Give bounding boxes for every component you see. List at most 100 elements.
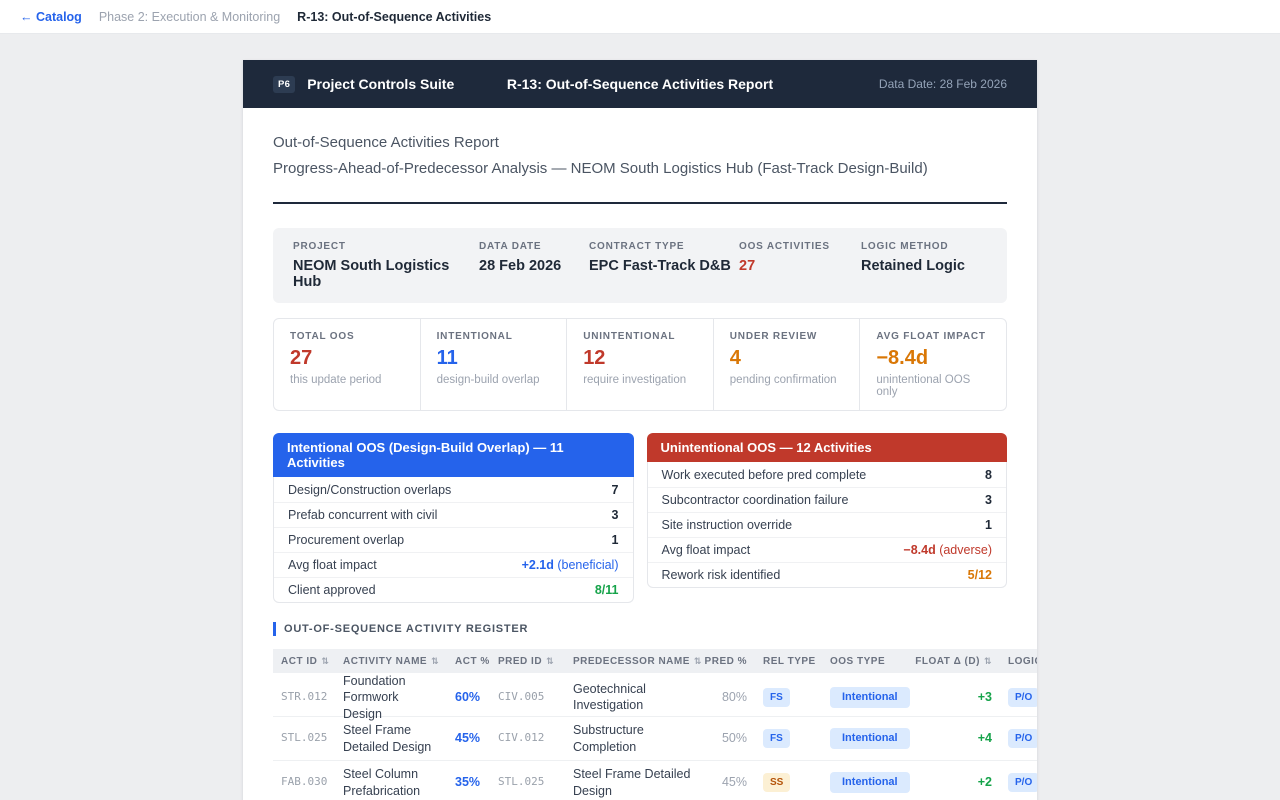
cell-act-id: STR.012 (281, 690, 328, 704)
panel-row: Avg float impact −8.4d (adverse) (647, 537, 1006, 562)
panel-row-value: 5/12 (967, 568, 992, 582)
col-header-float-delta[interactable]: FLOAT Δ (D) ⇅ (915, 655, 992, 667)
panel-row-value: 3 (985, 493, 992, 507)
stat-label: INTENTIONAL (436, 331, 513, 342)
stat-value: 27 (290, 347, 313, 369)
project-info-strip: PROJECT NEOM South Logistics Hub DATA DA… (273, 228, 1007, 303)
cell-act-pct: 60% (455, 690, 481, 705)
info-value: Retained Logic (861, 258, 965, 274)
cell-float-delta: +4 (977, 731, 992, 746)
app-name: Project Controls Suite (307, 76, 455, 92)
panel-row-label: Site instruction override (661, 518, 793, 532)
info-label: OOS ACTIVITIES (739, 241, 830, 252)
stat-label: AVG FLOAT IMPACT (876, 331, 986, 342)
panel-unintentional-header: Unintentional OOS — 12 Activities (646, 433, 1007, 462)
col-header-predecessor-name[interactable]: PREDECESSOR NAME ⇅ (573, 655, 702, 667)
col-header-act-pct: ACT % (455, 655, 490, 667)
sort-icon: ⇅ (431, 655, 440, 666)
stat-under-review: UNDER REVIEW 4 pending confirmation (712, 319, 860, 410)
panel-row: Subcontractor coordination failure 3 (647, 487, 1006, 512)
cell-predecessor-name: Substructure Completion (573, 723, 644, 754)
cell-pred-pct: 45% (721, 775, 747, 790)
col-header-pred-pct: PRED % (704, 655, 747, 667)
cell-activity-name: Steel Frame Detailed Design (343, 723, 432, 754)
col-header-rel-type: REL TYPE (763, 655, 816, 667)
stat-sub: this update period (290, 374, 382, 386)
panel-row: Site instruction override 1 (647, 512, 1006, 537)
stat-value: 12 (583, 347, 606, 369)
oos-type-badge: Intentional (830, 772, 910, 793)
register-section-header: OUT-OF-SEQUENCE ACTIVITY REGISTER (273, 622, 1007, 636)
report-heading-line2: Progress-Ahead-of-Predecessor Analysis —… (273, 160, 928, 177)
stat-value: 4 (729, 347, 741, 369)
stat-value: −8.4d (876, 347, 929, 369)
panel-row: Avg float impact +2.1d (beneficial) (274, 552, 633, 577)
panel-row-value: 8/11 (594, 583, 619, 597)
panel-row-label: Client approved (288, 583, 376, 597)
report-titlebar: P6 Project Controls Suite R-13: Out-of-S… (243, 60, 1037, 108)
info-contract-type: CONTRACT TYPE EPC Fast-Track D&B (589, 241, 739, 290)
report-heading-line1: Out-of-Sequence Activities Report (273, 134, 499, 151)
cell-oos-type: Intentional (822, 728, 910, 749)
panel-intentional-header: Intentional OOS (Design-Build Overlap) —… (273, 433, 634, 477)
stat-intentional: INTENTIONAL 11 design-build overlap (419, 319, 567, 410)
info-data-date: DATA DATE 28 Feb 2026 (479, 241, 589, 290)
breadcrumb-current: R-13: Out-of-Sequence Activities (297, 9, 492, 24)
info-value: EPC Fast-Track D&B (589, 258, 731, 274)
panel-row-label: Rework risk identified (661, 568, 781, 582)
sort-icon: ⇅ (321, 655, 330, 666)
data-date: Data Date: 28 Feb 2026 (878, 77, 1007, 91)
panel-row-value: 1 (611, 533, 619, 547)
table-row: STR.012 Foundation Formwork Design 60% C… (273, 673, 1037, 721)
col-header-act-id[interactable]: ACT ID ⇅ (281, 655, 330, 667)
table-header-row: ACT ID ⇅ ACTIVITY NAME ⇅ ACT % PRED ID ⇅ PR… (273, 649, 1037, 673)
stat-sub: design-build overlap (436, 374, 540, 386)
cell-float-delta: +3 (977, 690, 992, 705)
cell-act-id: FAB.030 (281, 775, 328, 789)
info-value: NEOM South Logistics Hub (293, 258, 450, 290)
oos-register-table: ACT ID ⇅ ACTIVITY NAME ⇅ ACT % PRED ID ⇅ PR… (273, 649, 1037, 800)
cell-rel-type: FS (755, 687, 822, 707)
panel-row-value: 8 (985, 467, 992, 482)
rel-type-badge: SS (763, 773, 791, 792)
panel-row: Rework risk identified 5/12 (647, 562, 1006, 587)
panel-row-label: Work executed before pred complete (661, 467, 867, 482)
info-label: DATA DATE (479, 241, 542, 252)
stat-sub: unintentional OOS only (876, 374, 971, 398)
cell-oos-type: Intentional (822, 772, 910, 793)
col-header-oos-type: OOS TYPE (830, 655, 886, 667)
sort-icon: ⇅ (693, 655, 702, 666)
section-accent-bar (273, 622, 276, 636)
panel-row: Design/Construction overlaps 7 (274, 477, 633, 502)
breadcrumb-back-link[interactable]: ← Catalog (20, 9, 82, 24)
info-value: 28 Feb 2026 (479, 258, 562, 274)
stat-label: UNDER REVIEW (729, 331, 818, 342)
panel-row-value: −8.4d (903, 543, 936, 557)
heading-divider (273, 202, 1007, 204)
cell-logic: P/O (1000, 687, 1037, 707)
panel-row: Procurement overlap 1 (274, 527, 633, 552)
sort-icon: ⇅ (546, 655, 555, 666)
stat-avg-float-impact: AVG FLOAT IMPACT −8.4d unintentional OOS… (859, 319, 1006, 410)
table-row: FAB.030 Steel Column Prefabrication 35% … (273, 761, 1037, 800)
col-header-pred-id[interactable]: PRED ID ⇅ (498, 655, 555, 667)
cell-pred-pct: 50% (721, 731, 747, 746)
panel-row: Work executed before pred complete 8 (648, 462, 1007, 487)
panel-row-label: Procurement overlap (288, 533, 405, 547)
cell-act-id: STL.025 (281, 731, 328, 745)
panel-row-value: +2.1d (521, 558, 554, 572)
panel-row-label: Subcontractor coordination failure (661, 493, 849, 507)
panel-row-label: Avg float impact (661, 543, 751, 557)
cell-oos-type: Intentional (822, 687, 910, 708)
breadcrumb: ← Catalog Phase 2: Execution & Monitorin… (0, 0, 1280, 34)
panel-row: Client approved 8/11 (274, 577, 633, 602)
col-header-activity-name[interactable]: ACTIVITY NAME ⇅ (343, 655, 440, 667)
register-section-title: OUT-OF-SEQUENCE ACTIVITY REGISTER (284, 623, 529, 635)
cell-logic: P/O (1000, 729, 1037, 748)
rel-type-badge: FS (763, 729, 790, 748)
panel-row-label: Avg float impact (288, 558, 377, 572)
stat-sub: require investigation (583, 374, 687, 386)
cell-act-pct: 45% (455, 731, 481, 746)
panel-unintentional-oos: Unintentional OOS — 12 Activities Work e… (646, 433, 1007, 603)
sort-icon: ⇅ (983, 655, 992, 666)
